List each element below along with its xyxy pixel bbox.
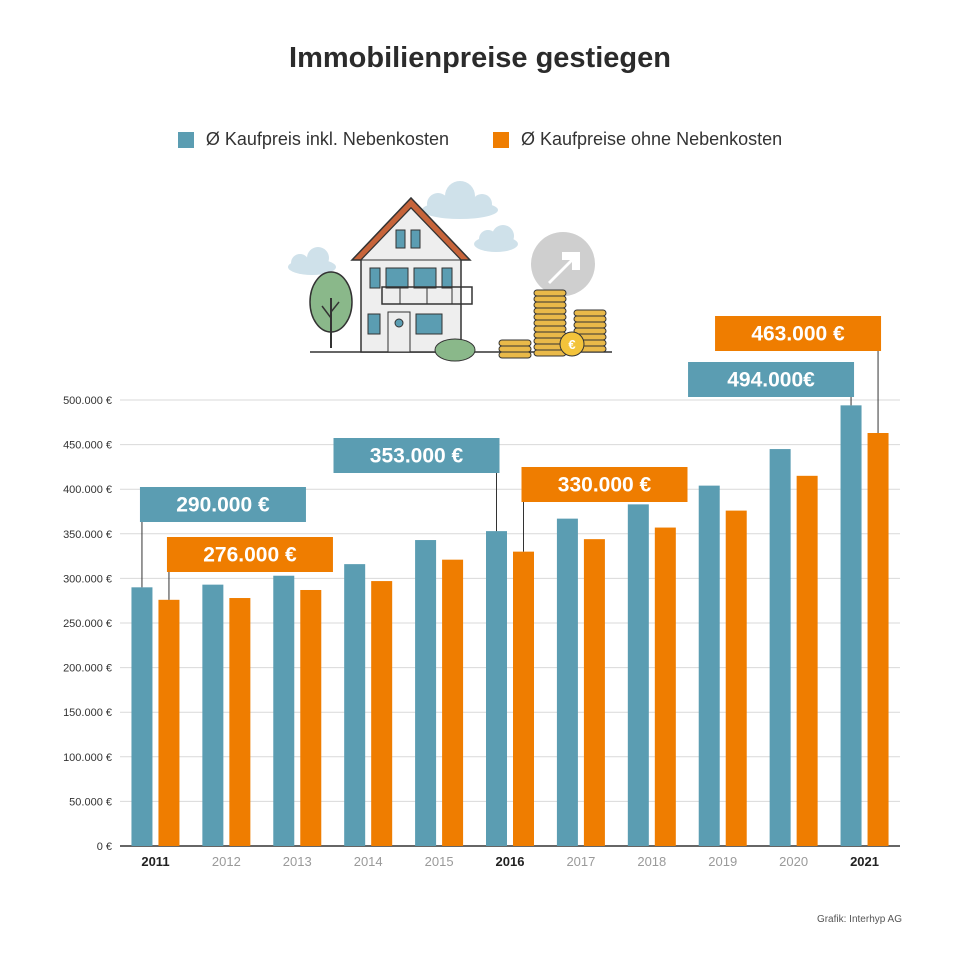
bar-inkl-2014 [344,564,366,846]
y-tick-label: 300.000 € [63,573,112,585]
bar-ohne-2019 [725,510,747,846]
cloud-icon [288,181,518,275]
y-tick-label: 150.000 € [63,707,112,719]
annotation-label: 276.000 € [203,544,297,567]
bar-ohne-2016 [513,551,534,846]
bar-ohne-2012 [229,598,251,846]
bar-inkl-2018 [627,504,649,846]
legend-item-ohne: Ø Kaufpreise ohne Nebenkosten [492,129,783,150]
y-tick-label: 50.000 € [69,796,112,808]
coin-stacks-icon: € [498,289,607,359]
annotation-box [688,362,855,397]
x-tick-label: 2011 [141,854,169,869]
bar-inkl-2017 [556,518,578,846]
annotation-label: 290.000 € [176,494,270,517]
legend-label-inkl: Ø Kaufpreis inkl. Nebenkosten [205,129,449,149]
y-tick-label: 450.000 € [63,440,112,452]
annotation-label: 353.000 € [370,445,464,468]
x-tick-label: 2014 [354,854,383,869]
bar-inkl-2021 [840,405,862,846]
bar-ohne-2020 [796,475,818,846]
bar-inkl-2011 [131,587,153,846]
bar-ohne-2014 [371,581,393,846]
x-tick-label: 2019 [708,854,737,869]
y-tick-label: 0 € [97,841,112,853]
bar-inkl-2020 [769,449,791,846]
x-tick-label: 2015 [425,854,454,869]
legend-label-ohne: Ø Kaufpreise ohne Nebenkosten [520,129,783,149]
arrow-up-right-icon [531,232,595,296]
annotation-label: 463.000 € [751,323,845,346]
bar-inkl-2012 [202,584,224,846]
x-tick-label: 2021 [850,854,879,869]
bar-ohne-2018 [654,527,676,846]
annotation-label: 330.000 € [558,474,652,497]
y-tick-label: 200.000 € [63,663,112,675]
legend-swatch-teal [177,131,194,148]
bar-ohne-2017 [583,539,605,846]
bar-ohne-2015 [442,559,464,846]
source-credit: Grafik: Interhyp AG [816,914,902,925]
y-tick-label: 500.000 € [63,395,112,407]
annotation-box [715,316,882,351]
bar-inkl-2016 [486,531,507,846]
annotation-label: 494.000€ [727,369,815,392]
y-tick-label: 350.000 € [63,529,112,541]
bar-ohne-2021 [867,433,889,846]
x-tick-label: 2013 [283,854,312,869]
house-icon [350,196,476,362]
y-tick-label: 250.000 € [63,618,112,630]
bar-inkl-2019 [698,485,720,846]
legend-swatch-orange [492,131,509,148]
annotation-box [166,537,333,572]
bar-ohne-2011 [158,599,180,846]
x-tick-label: 2017 [566,854,595,869]
y-tick-label: 400.000 € [63,484,112,496]
bar-inkl-2015 [415,540,437,846]
chart-title: Immobilienpreise gestiegen [289,42,671,74]
svg-text:€: € [568,337,575,352]
house-coins-illustration: € [288,181,612,362]
x-tick-label: 2018 [637,854,666,869]
bar-ohne-2013 [300,589,322,846]
annotation-box [139,487,306,522]
tree-icon [309,271,353,348]
annotation-box [333,438,500,473]
annotation-box [521,467,688,502]
bar-inkl-2013 [273,575,295,846]
x-tick-label: 2012 [212,854,241,869]
y-tick-label: 100.000 € [63,752,112,764]
x-tick-label: 2016 [496,854,525,869]
x-tick-label: 2020 [779,854,808,869]
legend: Ø Kaufpreis inkl. Nebenkosten Ø Kaufprei… [0,129,960,150]
legend-item-inkl: Ø Kaufpreis inkl. Nebenkosten [177,129,449,150]
